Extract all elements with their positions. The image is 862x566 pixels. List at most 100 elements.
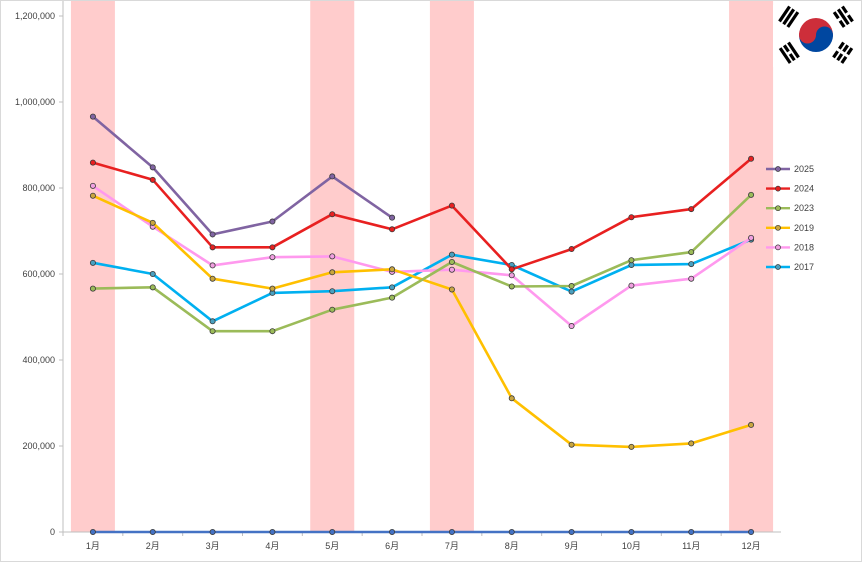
trigram-bar — [787, 41, 800, 59]
x-tick-label: 1月 — [86, 541, 100, 551]
series-lines — [89, 113, 755, 536]
data-point — [269, 254, 276, 261]
y-tick-label: 800,000 — [22, 183, 55, 193]
series-line — [92, 194, 752, 449]
data-point — [269, 328, 276, 335]
x-tick-label: 5月 — [325, 541, 339, 551]
legend-item-2023: 2023 — [766, 203, 814, 213]
data-point — [149, 270, 156, 277]
data-point — [329, 211, 336, 218]
legend-label: 2017 — [794, 262, 814, 272]
trigram-bar — [838, 19, 846, 28]
legend: 2025 2024 2023 2019 2018 2017 — [766, 164, 814, 272]
y-tick-label: 600,000 — [22, 269, 55, 279]
series-line — [92, 193, 752, 333]
data-point — [89, 259, 96, 266]
data-point — [688, 206, 695, 213]
legend-label: 2024 — [794, 184, 814, 194]
data-point — [269, 529, 276, 536]
data-point — [269, 218, 276, 225]
x-tick-label: 10月 — [622, 541, 641, 551]
legend-marker — [775, 205, 781, 212]
data-point — [508, 266, 515, 273]
x-tick-label: 2月 — [146, 541, 160, 551]
series-line — [92, 115, 393, 236]
series-2023 — [89, 191, 755, 335]
data-point — [568, 529, 575, 536]
series-2024 — [89, 155, 755, 273]
data-point — [748, 529, 755, 536]
data-point — [568, 323, 575, 330]
data-point — [448, 266, 455, 273]
data-point — [209, 318, 216, 325]
legend-item-2024: 2024 — [766, 184, 814, 194]
x-tick-label: 9月 — [565, 541, 579, 551]
y-tick-label: 400,000 — [22, 355, 55, 365]
data-point — [748, 421, 755, 428]
highlight-band-5 — [310, 1, 355, 532]
data-point — [329, 253, 336, 260]
data-point — [149, 284, 156, 291]
y-axis: 0 200,000 400,000 600,000 800,000 1,000,000 1,… — [15, 1, 64, 537]
y-tick-label: 0 — [50, 527, 55, 537]
legend-label: 2025 — [794, 164, 814, 174]
trigram-bar — [836, 53, 844, 62]
data-point — [269, 244, 276, 251]
data-point — [448, 529, 455, 536]
legend-marker — [775, 264, 781, 270]
data-point — [209, 328, 216, 335]
legend-marker — [775, 244, 781, 251]
trigram-bar — [836, 8, 850, 26]
data-point — [149, 529, 156, 536]
y-tick-label: 1,000,000 — [15, 97, 55, 107]
data-point — [748, 155, 755, 162]
trigram-bar — [778, 47, 792, 64]
data-point — [688, 440, 695, 447]
x-tick-label: 7月 — [445, 541, 459, 551]
legend-item-2025: 2025 — [766, 164, 814, 174]
data-point — [269, 285, 276, 292]
legend-item-2019: 2019 — [766, 223, 814, 233]
legend-label: 2018 — [794, 242, 814, 252]
x-tick-label: 12月 — [742, 541, 761, 551]
data-point — [329, 173, 336, 180]
data-point — [568, 441, 575, 448]
trigram-bar — [832, 50, 840, 59]
data-point — [628, 443, 635, 450]
data-point — [389, 529, 396, 536]
data-point — [688, 261, 695, 268]
trigram-bar — [778, 5, 791, 23]
data-point — [209, 262, 216, 269]
data-point — [209, 529, 216, 536]
data-point — [448, 258, 455, 265]
data-point — [568, 246, 575, 253]
trigram-bar — [846, 14, 854, 23]
trigram-bar — [786, 11, 800, 28]
x-tick-label: 3月 — [206, 541, 220, 551]
x-tick-label: 8月 — [505, 541, 519, 551]
series-line — [92, 184, 752, 328]
data-point — [748, 234, 755, 241]
data-point — [628, 257, 635, 264]
trigram-bar — [840, 55, 848, 64]
data-point — [209, 275, 216, 282]
highlight-band-12 — [729, 1, 774, 532]
data-point — [508, 395, 515, 402]
x-tick-label: 4月 — [265, 541, 279, 551]
data-point — [329, 529, 336, 536]
data-point — [448, 251, 455, 258]
data-point — [688, 529, 695, 536]
data-point — [628, 282, 635, 289]
trigram-ri — [778, 41, 800, 64]
data-point — [149, 219, 156, 226]
data-point — [389, 214, 396, 221]
data-point — [149, 164, 156, 171]
data-point — [568, 283, 575, 290]
legend-label: 2023 — [794, 203, 814, 213]
data-point — [329, 269, 336, 276]
data-point — [89, 159, 96, 166]
trigram-bar — [782, 44, 790, 53]
legend-item-2017: 2017 — [766, 262, 814, 272]
